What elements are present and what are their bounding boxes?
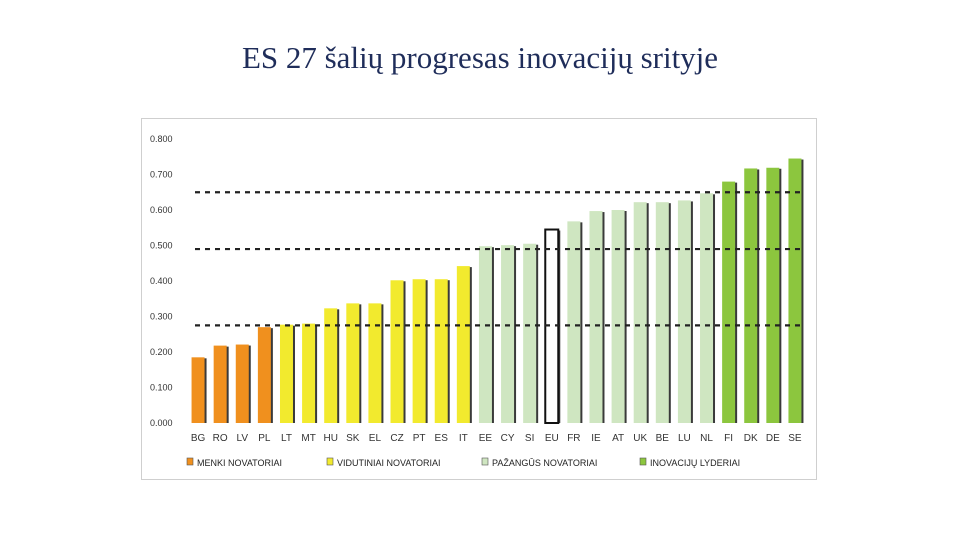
y-axis: 0.000 0.100 0.200 0.300 0.400 0.500 0.600 0.700… xyxy=(150,134,173,428)
bar-fi xyxy=(722,181,736,423)
y-tick-label: 0.500 xyxy=(150,241,173,251)
x-tick-label: EE xyxy=(479,433,493,444)
x-tick-label: PT xyxy=(413,433,426,444)
y-tick-label: 0.200 xyxy=(150,347,173,357)
legend-label-moderate: VIDUTINIAI NOVATORIAI xyxy=(337,458,441,468)
y-tick-label: 0.700 xyxy=(150,170,173,180)
legend-label-modest: MENKI NOVATORIAI xyxy=(197,458,282,468)
x-tick-label: ES xyxy=(435,433,449,444)
x-tick-label: SK xyxy=(346,433,360,444)
x-tick-label: LV xyxy=(237,433,249,444)
x-tick-label: SI xyxy=(525,433,534,444)
legend: MENKI NOVATORIAI VIDUTINIAI NOVATORIAI PAŽ… xyxy=(186,457,740,468)
x-tick-label: BE xyxy=(656,433,670,444)
legend-swatch-follower xyxy=(481,457,489,466)
bars xyxy=(191,158,804,425)
bar-de xyxy=(766,167,780,423)
y-tick-label: 0.400 xyxy=(150,276,173,286)
bar-si xyxy=(523,243,537,423)
bar-es xyxy=(434,279,448,423)
bar-el xyxy=(368,303,382,423)
bar-lu xyxy=(677,200,691,423)
x-tick-label: RO xyxy=(213,433,228,444)
x-tick-label: HU xyxy=(323,433,337,444)
y-tick-label: 0.300 xyxy=(150,312,173,322)
bar-sk xyxy=(346,303,360,423)
x-tick-label: LU xyxy=(678,433,691,444)
bar-it xyxy=(456,266,470,423)
y-tick-label: 0.800 xyxy=(150,134,173,144)
bar-dk xyxy=(744,168,758,423)
x-tick-label: IE xyxy=(591,433,601,444)
x-tick-label: MT xyxy=(301,433,315,444)
chart-frame: 0.000 0.100 0.200 0.300 0.400 0.500 0.600 0.700… xyxy=(141,118,817,480)
x-tick-label: UK xyxy=(633,433,647,444)
x-tick-label: FI xyxy=(724,433,733,444)
x-tick-label: CZ xyxy=(390,433,403,444)
x-tick-label: BG xyxy=(191,433,206,444)
bar-pt xyxy=(412,279,426,423)
x-tick-label: CY xyxy=(501,433,515,444)
x-tick-label: EU xyxy=(545,433,559,444)
x-tick-label: AT xyxy=(612,433,624,444)
bar-uk xyxy=(633,202,647,423)
bar-hu xyxy=(324,308,338,423)
y-tick-label: 0.600 xyxy=(150,205,173,215)
legend-swatch-moderate xyxy=(326,457,334,466)
x-tick-label: EL xyxy=(369,433,382,444)
bar-ee xyxy=(478,246,492,423)
x-tick-label: NL xyxy=(700,433,713,444)
x-axis-labels: BG RO LV PL LT MT HU SK EL CZ PT ES IT EE CY SI EU FR IE AT… xyxy=(191,433,802,444)
slide-title: ES 27 šalių progresas inovacijų srityje xyxy=(241,40,719,75)
legend-swatch-leader xyxy=(639,457,647,466)
bar-pl xyxy=(257,327,271,423)
bar-se xyxy=(788,158,802,423)
y-tick-label: 0.100 xyxy=(150,383,173,393)
bar-bg xyxy=(191,357,205,423)
x-tick-label: DK xyxy=(744,433,758,444)
bar-mt xyxy=(302,323,316,423)
bar-chart: 0.000 0.100 0.200 0.300 0.400 0.500 0.600 0.700… xyxy=(150,134,804,468)
bar-at xyxy=(611,210,625,423)
bar-be xyxy=(655,202,669,423)
bar-nl xyxy=(700,193,714,423)
x-tick-label: DE xyxy=(766,433,780,444)
x-tick-label: PL xyxy=(258,433,271,444)
x-tick-label: LT xyxy=(281,433,292,444)
threshold-lines xyxy=(195,191,800,327)
x-tick-label: FR xyxy=(567,433,580,444)
x-tick-label: IT xyxy=(459,433,468,444)
legend-swatch-modest xyxy=(186,457,194,466)
bar-cz xyxy=(390,280,404,423)
bar-ie xyxy=(589,211,603,423)
bar-fr xyxy=(567,221,581,423)
legend-label-follower: PAŽANGŪS NOVATORIAI xyxy=(492,458,597,468)
bar-lv xyxy=(235,344,249,423)
bar-cy xyxy=(501,245,515,423)
legend-label-leader: INOVACIJŲ LYDERIAI xyxy=(650,458,740,468)
bar-lt xyxy=(279,324,293,423)
bar-ro xyxy=(213,345,227,423)
x-tick-label: SE xyxy=(788,433,802,444)
y-tick-label: 0.000 xyxy=(150,418,173,428)
